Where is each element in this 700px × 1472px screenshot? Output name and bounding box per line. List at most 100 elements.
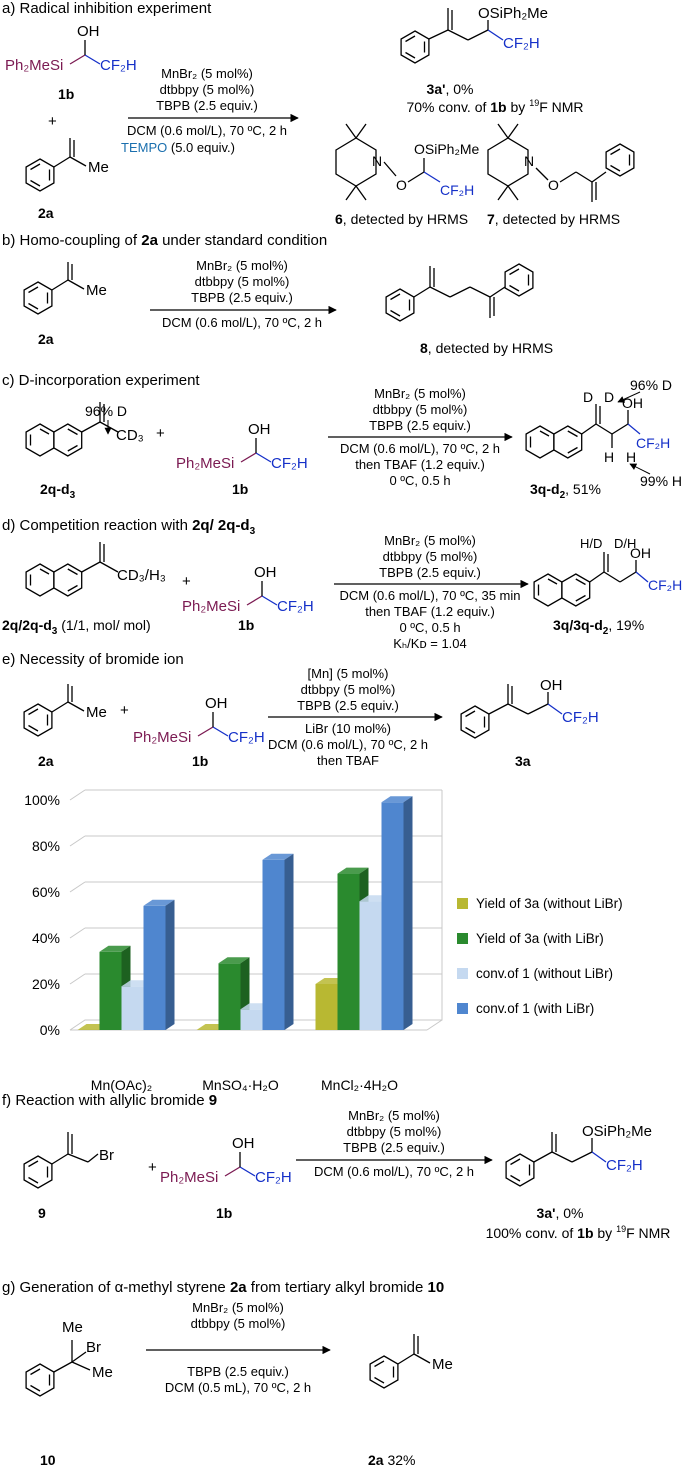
y-tick-label: 100% — [24, 792, 60, 808]
svg-text:7, detected by HRMS: 7, detected by HRMS — [487, 211, 620, 227]
condition-tbaf-e: then TBAF — [317, 753, 379, 768]
hydrogen-label-1: H — [604, 449, 614, 465]
compound-2q-mix-structure: CD₃/H₃ — [25, 542, 166, 597]
condition-catalyst-f: MnBr₂ (5 mol%) — [348, 1108, 440, 1123]
oh-label-d: OH — [254, 564, 277, 581]
y-tick-label: 80% — [32, 838, 60, 854]
oh-label-3a: OH — [540, 677, 563, 694]
legend-swatch — [457, 1003, 468, 1014]
svg-text:70% conv. of 1b by 19F NMR: 70% conv. of 1b by 19F NMR — [406, 98, 583, 115]
condition-solvent-d: DCM (0.6 mol/L), 70 ºC, 35 min — [339, 588, 520, 603]
osiph2me-label-f: OSiPh₂Me — [582, 1123, 652, 1140]
nmr-label: F NMR — [539, 99, 583, 115]
compound-6-structure: N O OSiPh₂Me CF₂H — [335, 123, 480, 201]
nitrogen-label: N — [372, 153, 382, 169]
oh-label-e: OH — [205, 695, 228, 712]
detected-7: , detected by HRMS — [495, 211, 620, 227]
compound-1b-structure-e: Ph₂MeSi OH CF₂H — [133, 695, 265, 746]
legend-entry: Yield of 3a (without LiBr) — [457, 896, 623, 911]
compound-label-2q-d3: 2q-d3 — [40, 481, 76, 501]
methyl-label-10a: Me — [62, 1319, 83, 1336]
y-axis-ticks: 0% 20% 40% 60% 80% 100% — [24, 792, 60, 1038]
compound-label-1b-e: 1b — [192, 753, 208, 769]
condition-ligand-g: dtbbpy (5 mol%) — [191, 1316, 286, 1331]
cf2h-label-6: CF₂H — [440, 182, 474, 198]
plus-sign: + — [48, 113, 57, 130]
condition-oxidant-g: TBPB (2.5 equiv.) — [187, 1364, 289, 1379]
svg-text:TEMPO (5.0 equiv.): TEMPO (5.0 equiv.) — [121, 140, 235, 155]
osiph2me-label: OSiPh₂Me — [478, 5, 548, 22]
compound-label-1b-d: 1b — [238, 617, 254, 633]
compound-8-structure — [385, 263, 534, 322]
condition-solvent: DCM (0.6 mol/L), 70 ºC, 2 h — [127, 123, 287, 138]
condition-catalyst: MnBr₂ (5 mol%) — [161, 66, 253, 81]
legend-label: Yield of 3a (with LiBr) — [476, 931, 604, 946]
cd3-label: CD₃ — [116, 427, 144, 444]
h-d-label: H/D — [580, 536, 602, 551]
x-category-label: Mn(OAc)₂ — [91, 1077, 152, 1093]
compound-label-9: 9 — [38, 1205, 46, 1221]
section-a-title: a) Radical inhibition experiment — [2, 0, 212, 17]
legend-label: Yield of 3a (without LiBr) — [476, 896, 623, 911]
nitrogen-label-7: N — [524, 153, 534, 169]
oh-label-3q-mix: OH — [630, 545, 651, 561]
detected-6: , detected by HRMS — [343, 211, 468, 227]
compound-10-structure: Me Br Me — [25, 1319, 113, 1397]
svg-text:8, detected by HRMS: 8, detected by HRMS — [420, 340, 553, 356]
chart-bars — [77, 796, 413, 1030]
tempo-equiv: (5.0 equiv.) — [167, 140, 235, 155]
condition-oxidant-c: TBPB (2.5 equiv.) — [369, 418, 471, 433]
compound-label-1b-f: 1b — [216, 1205, 232, 1221]
compound-9-structure: Br — [23, 1132, 114, 1189]
compound-label-3a-prime: 3a' — [427, 81, 446, 97]
cf2h-label-product: CF₂H — [503, 35, 540, 52]
compound-1b-structure: Ph₂MeSi OH CF₂H — [5, 23, 137, 74]
cf2h-label-3a: CF₂H — [562, 709, 599, 726]
section-a: a) Radical inhibition experiment Ph₂MeSi… — [2, 0, 635, 227]
deuterium-label-2: D — [604, 389, 614, 405]
cf2h-label-f: CF₂H — [255, 1169, 292, 1186]
y-tick-label: 60% — [32, 884, 60, 900]
ph2mesi-label-f: Ph₂MeSi — [160, 1169, 218, 1186]
compound-3q-d2-structure: D D H OH CF₂H H 96% D 99% H — [525, 377, 682, 489]
condition-catalyst-b: MnBr₂ (5 mol%) — [196, 258, 288, 273]
condition-ligand: dtbbpy (5 mol%) — [160, 82, 255, 97]
section-d: d) Competition reaction with 2q/ 2q-d3 C… — [2, 517, 682, 651]
oh-label-f: OH — [232, 1135, 255, 1152]
compound-2a-structure-e: Me — [23, 684, 107, 737]
oh-label-c: OH — [248, 421, 271, 438]
legend-label: conv.of 1 (without LiBr) — [476, 966, 613, 981]
condition-solvent-e: DCM (0.6 mol/L), 70 ºC, 2 h — [268, 737, 428, 752]
product-2a-g-label: 2a 32% — [368, 1452, 416, 1468]
section-e-title: e) Necessity of bromide ion — [2, 651, 184, 668]
compound-label-2q-mix: 2q/2q-d3 (1/1, mol/ mol) — [2, 617, 151, 637]
product-3q-mix-label: 3q/3q-d2, 19% — [553, 617, 644, 637]
cd3-h3-label: CD₃/H₃ — [117, 567, 166, 584]
deuterium-label-1: D — [583, 389, 593, 405]
condition-oxidant: TBPB (2.5 equiv.) — [156, 98, 258, 113]
compound-7-structure: N O — [487, 123, 635, 202]
condition-catalyst-g: MnBr₂ (5 mol%) — [192, 1300, 284, 1315]
legend-entry: Yield of 3a (with LiBr) — [457, 931, 604, 946]
condition-catalyst-e: [Mn] (5 mol%) — [308, 666, 389, 681]
bromine-label-9: Br — [99, 1147, 114, 1164]
svg-text:6, detected by HRMS: 6, detected by HRMS — [335, 211, 468, 227]
conversion-note-f: 100% conv. of 1b by 19F NMR — [486, 1224, 671, 1241]
oxygen-label-7: O — [548, 177, 559, 193]
compound-label-7: 7 — [487, 211, 495, 227]
compound-2a-structure: Me — [25, 138, 109, 192]
yield-3a-prime: , 0% — [445, 81, 473, 97]
section-f: f) Reaction with allylic bromide 9 Br 9 … — [2, 1092, 670, 1241]
compound-3a-prime-structure-f: OSiPh₂Me CF₂H — [505, 1123, 652, 1187]
plus-sign-c: + — [156, 425, 165, 442]
compound-label-1b-c: 1b — [232, 481, 248, 497]
section-f-title: f) Reaction with allylic bromide 9 — [2, 1092, 217, 1109]
ph2mesi-label-c: Ph₂MeSi — [176, 455, 234, 472]
condition-solvent-g: DCM (0.5 mL), 70 ºC, 2 h — [165, 1380, 311, 1395]
conv-prefix: 70% conv. of — [406, 99, 490, 115]
compound-label-2a-e: 2a — [38, 753, 54, 769]
pct-99-h-label: 99% H — [640, 473, 682, 489]
bar — [143, 899, 175, 1030]
condition-ligand-d: dtbbpy (5 mol%) — [383, 549, 478, 564]
